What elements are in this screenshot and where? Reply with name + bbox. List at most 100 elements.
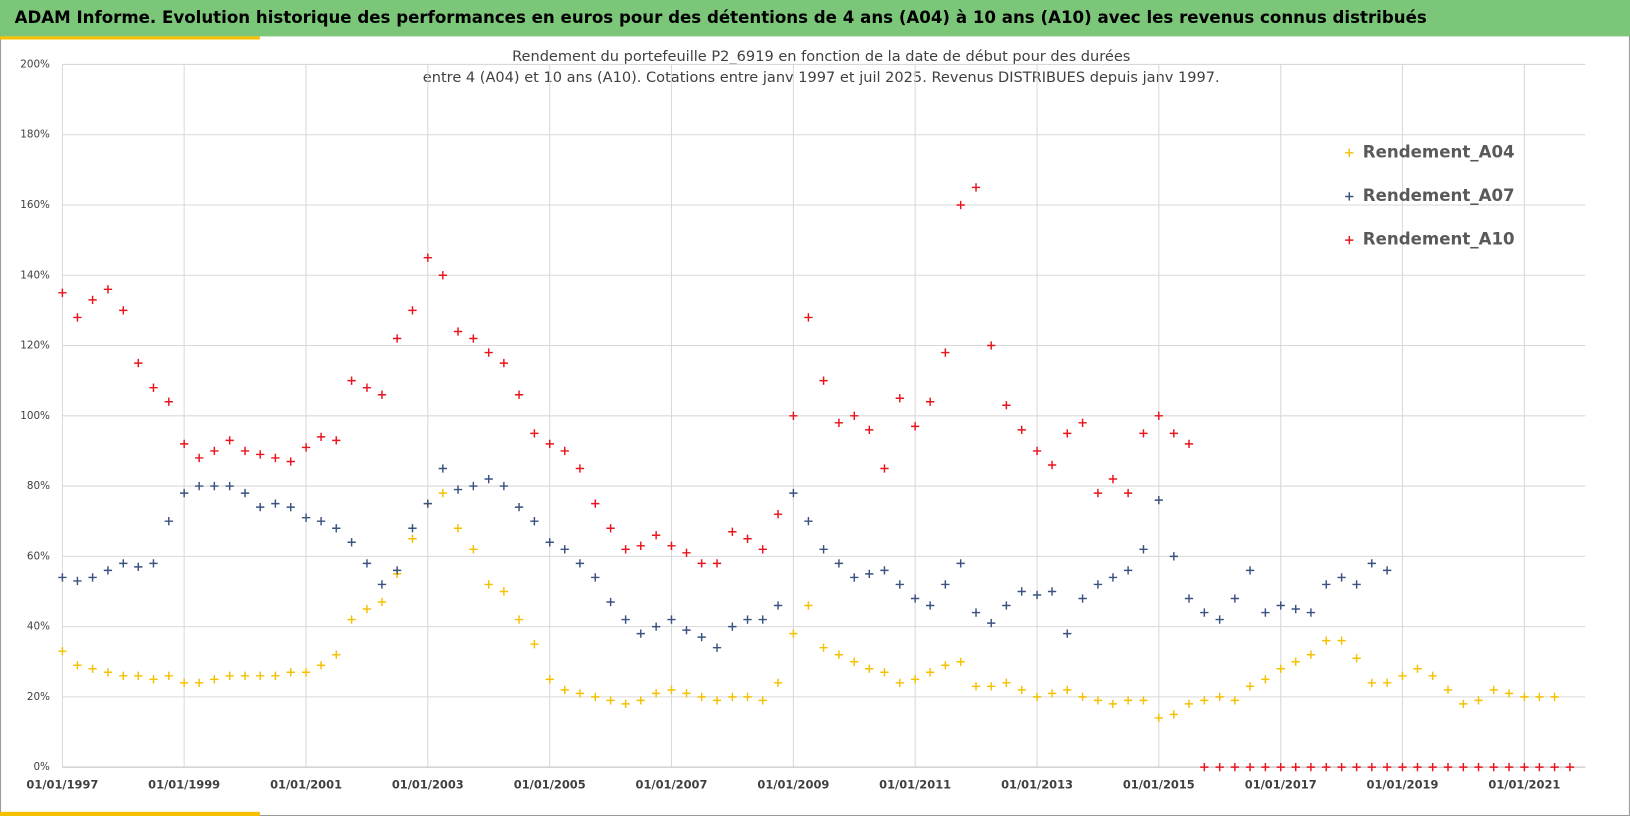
point: [621, 615, 630, 624]
point: [651, 622, 661, 631]
point: [1504, 689, 1514, 698]
x-tick-label: 01/01/2009: [757, 777, 829, 791]
point: [606, 696, 615, 705]
point: [332, 436, 341, 445]
point: [1367, 559, 1376, 568]
point: [1169, 552, 1178, 561]
point: [210, 446, 219, 456]
point: [1215, 615, 1224, 624]
point: [560, 545, 569, 554]
point: [1002, 401, 1011, 410]
point: [1367, 678, 1376, 687]
point: [240, 488, 250, 498]
point: [1535, 692, 1544, 702]
point: [210, 481, 219, 491]
point: [575, 689, 585, 698]
x-tick-label: 01/01/1999: [148, 777, 220, 791]
point: [1428, 671, 1437, 680]
point: [1322, 580, 1331, 589]
point: [530, 429, 539, 438]
x-tick-label: 01/01/2019: [1367, 777, 1439, 791]
point: [1382, 762, 1392, 772]
point: [1291, 604, 1300, 614]
x-tick-label: 01/01/2015: [1123, 777, 1195, 791]
point: [789, 629, 798, 638]
y-tick-label: 140%: [20, 269, 50, 281]
chart-subtitle: entre 4 (A04) et 10 ans (A10). Cotations…: [423, 69, 1220, 86]
point: [1520, 762, 1529, 772]
point: [119, 671, 128, 680]
legend-marker: [1345, 148, 1354, 157]
point: [1230, 762, 1240, 772]
point: [408, 524, 417, 533]
point: [743, 615, 752, 624]
point: [1032, 446, 1042, 456]
point: [1413, 762, 1422, 772]
accent-line: [0, 36, 260, 40]
point: [1382, 566, 1392, 575]
point: [240, 671, 250, 680]
point: [728, 692, 737, 702]
point: [971, 183, 981, 192]
point: [1382, 678, 1392, 687]
point: [103, 566, 113, 575]
point: [1337, 762, 1346, 772]
x-tick-label: 01/01/2005: [514, 777, 586, 791]
point: [1352, 762, 1361, 772]
point: [1063, 629, 1072, 638]
point: [1184, 439, 1194, 449]
point: [971, 608, 981, 617]
point: [1139, 696, 1148, 705]
point: [1017, 425, 1026, 435]
point: [697, 632, 706, 642]
point: [895, 394, 904, 403]
point: [88, 295, 97, 305]
point: [1123, 566, 1133, 575]
point: [1428, 762, 1437, 772]
point: [195, 678, 204, 687]
y-tick-label: 180%: [20, 129, 50, 141]
point: [1154, 713, 1163, 723]
point: [956, 559, 965, 568]
point: [301, 668, 311, 677]
point: [758, 696, 767, 705]
legend-marker: [1345, 192, 1354, 201]
point: [606, 597, 615, 607]
point: [545, 675, 554, 684]
point: [88, 573, 97, 582]
point: [1184, 699, 1194, 709]
point: [1108, 474, 1118, 484]
legend-label: Rendement_A10: [1363, 230, 1515, 249]
point: [316, 661, 326, 670]
point: [149, 383, 158, 392]
point: [850, 657, 859, 666]
point: [987, 341, 996, 350]
point: [819, 643, 828, 652]
y-tick-label: 60%: [27, 550, 50, 562]
point: [880, 464, 889, 473]
point: [1459, 762, 1468, 772]
point: [1504, 762, 1514, 772]
point: [941, 661, 950, 670]
point: [1017, 685, 1026, 695]
point: [332, 524, 341, 533]
point: [1032, 692, 1042, 702]
point: [332, 650, 341, 659]
point: [1230, 594, 1240, 603]
point: [1489, 685, 1498, 695]
point: [256, 671, 265, 680]
point: [1535, 762, 1544, 772]
point: [682, 548, 691, 557]
point: [149, 559, 158, 568]
point: [1047, 460, 1057, 470]
x-tick-label: 01/01/1997: [26, 777, 98, 791]
point: [1078, 692, 1087, 702]
point: [164, 671, 173, 680]
point: [484, 474, 493, 484]
point: [1261, 608, 1270, 617]
point: [1413, 664, 1422, 673]
point: [941, 348, 950, 357]
point: [179, 678, 189, 687]
point: [545, 538, 554, 547]
y-tick-label: 40%: [27, 621, 50, 633]
